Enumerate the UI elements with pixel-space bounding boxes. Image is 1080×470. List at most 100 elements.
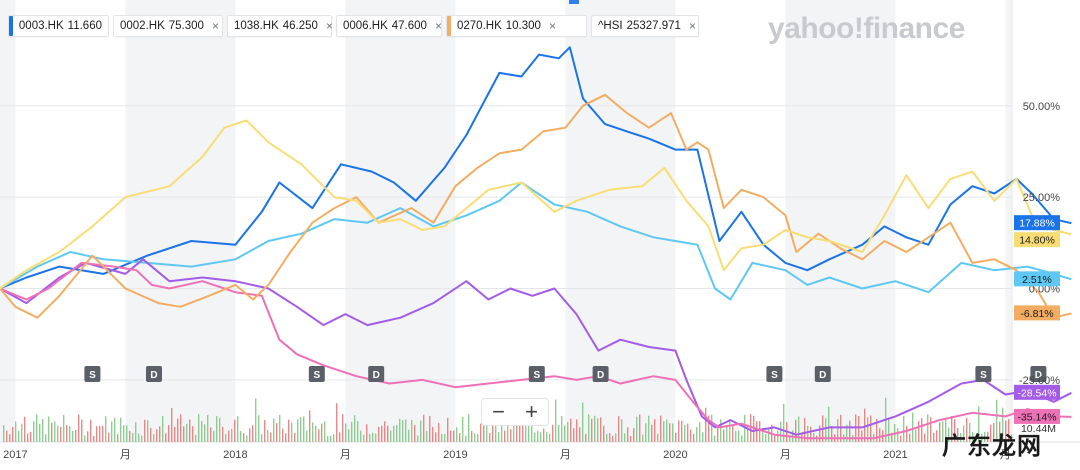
volume-bar (432, 426, 434, 442)
x-tick-label: 2019 (443, 449, 467, 461)
close-icon[interactable]: × (325, 19, 333, 33)
volume-bar (570, 418, 572, 442)
yahoo-finance-logo: yahoo!finance (768, 12, 965, 45)
volume-bar (489, 433, 491, 442)
volume-bar (411, 420, 413, 442)
volume-bar (351, 422, 353, 442)
ticker-chip[interactable]: 0270.HK 10.300 × (446, 15, 587, 37)
volume-bar (828, 406, 830, 442)
volume-bar (567, 421, 569, 442)
volume-bar (948, 427, 950, 442)
volume-bar (357, 421, 359, 442)
volume-bar (891, 432, 893, 442)
volume-bar (414, 425, 416, 442)
volume-bar (195, 434, 197, 442)
event-marker-label: D (819, 370, 826, 381)
volume-bar (930, 417, 932, 442)
volume-bar (897, 427, 899, 442)
volume-bar (546, 432, 548, 442)
volume-bar (258, 415, 260, 442)
volume-bar (924, 433, 926, 442)
volume-bar (153, 434, 155, 442)
volume-bar (621, 419, 623, 442)
volume-bar (219, 417, 221, 442)
volume-bar (555, 399, 557, 442)
volume-bar (681, 420, 683, 442)
volume-bar (15, 421, 17, 442)
volume-bar (471, 431, 473, 442)
volume-bar (231, 428, 233, 442)
half-year-band (565, 0, 676, 442)
zoom-in-button[interactable]: + (525, 399, 538, 424)
volume-bar (957, 427, 959, 442)
close-icon[interactable]: × (688, 19, 696, 33)
volume-bar (303, 416, 305, 442)
volume-bar (732, 424, 734, 442)
volume-bar (741, 435, 743, 442)
volume-bar (282, 428, 284, 442)
event-marker-label: S (313, 370, 320, 381)
volume-bar (459, 433, 461, 442)
ticker-price: 75.300 (168, 20, 204, 32)
close-icon[interactable]: × (211, 19, 219, 33)
ticker-chip[interactable]: ^HSI 25327.971 × (591, 15, 699, 37)
volume-bar (180, 414, 182, 442)
volume-bar (963, 425, 965, 442)
ticker-chip[interactable]: 1038.HK 46.250 × (227, 15, 333, 37)
volume-bar (987, 431, 989, 442)
volume-bar (426, 430, 428, 442)
volume-bar (915, 429, 917, 442)
y-tick-label: 0.00% (1029, 284, 1060, 296)
volume-bar (756, 421, 758, 442)
volume-bar (759, 421, 761, 442)
volume-bar (204, 424, 206, 442)
ticker-chip[interactable]: 0002.HK 75.300 × (113, 15, 223, 37)
volume-bar (93, 435, 95, 442)
volume-bar (996, 399, 998, 442)
volume-bar (378, 426, 380, 442)
volume-bar (123, 425, 125, 442)
event-marker-label: D (1035, 370, 1042, 381)
volume-bar (696, 427, 698, 442)
x-tick-label: 月 (120, 449, 131, 461)
x-tick-label: 月 (1000, 449, 1011, 461)
volume-bar (588, 414, 590, 442)
volume-bar (585, 433, 587, 442)
volume-bar (348, 429, 350, 442)
half-year-band (785, 0, 896, 442)
volume-bar (465, 435, 467, 442)
volume-bar (762, 428, 764, 442)
volume-bar (330, 435, 332, 442)
volume-bar (978, 406, 980, 442)
ticker-price: 46.250 (282, 20, 318, 32)
series-line (0, 261, 1072, 440)
ticker-price: 10.300 (505, 20, 541, 32)
volume-bar (507, 415, 509, 442)
close-icon[interactable]: × (434, 19, 442, 33)
close-icon[interactable]: × (548, 19, 556, 33)
volume-bar (468, 414, 470, 442)
zoom-out-button[interactable]: − (492, 399, 505, 424)
volume-bar (276, 423, 278, 442)
volume-bar (447, 417, 449, 442)
volume-bar (537, 430, 539, 442)
volume-bar (981, 433, 983, 442)
volume-bar (708, 415, 710, 442)
volume-bar (84, 435, 86, 442)
volume-bar (744, 414, 746, 442)
event-marker-label: S (771, 370, 778, 381)
volume-bar (624, 433, 626, 442)
volume-bar (45, 434, 47, 442)
volume-bar (309, 410, 311, 442)
ticker-price: 25327.971 (626, 20, 681, 32)
ticker-chip[interactable]: 0003.HK 11.660 (8, 15, 109, 37)
x-tick-label: 月 (780, 449, 791, 461)
volume-bar (534, 432, 536, 442)
volume-bar (609, 433, 611, 442)
volume-bar (768, 428, 770, 442)
ticker-color-swatch (447, 16, 451, 36)
ticker-chip[interactable]: 0006.HK 47.600 × (336, 15, 442, 37)
volume-bar (597, 418, 599, 442)
volume-bar (333, 434, 335, 442)
